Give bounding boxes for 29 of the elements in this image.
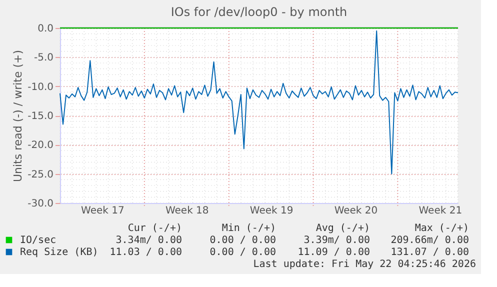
y-tick-label: -5.0 (34, 52, 54, 64)
x-tick-label: Week 20 (334, 206, 378, 216)
y-tick-label: -30.0 (28, 198, 54, 210)
text: 209.66m/ 0.00 (390, 235, 469, 246)
x-tick-label: Week 18 (165, 206, 209, 216)
y-tick-label: -20.0 (28, 140, 54, 152)
text: Max (-/+) (414, 223, 469, 234)
x-tick-label: Week 21 (418, 206, 462, 216)
legend-label: Req Size (KB) (20, 247, 98, 258)
y-tick-label: -25.0 (28, 169, 54, 180)
y-tick-label: 0.0 (38, 24, 54, 34)
legend-label: IO/sec (20, 235, 56, 246)
text: 11.09 / 0.00 (298, 247, 370, 258)
text: 3.34m/ 0.00 (116, 235, 182, 246)
y-tick-label: -15.0 (28, 111, 54, 122)
text: Min (-/+) (222, 223, 276, 234)
text: 0.00 / 0.00 (210, 235, 276, 246)
text: Last update: Fri May 22 04:25:46 2026 (253, 259, 476, 270)
text: Cur (-/+) (128, 223, 182, 234)
text: Avg (-/+) (316, 223, 370, 234)
chart-title: IOs for /dev/loop0 - by month (170, 5, 348, 19)
text: 3.39m/ 0.00 (304, 235, 370, 246)
text: 131.07 / 0.00 (390, 247, 469, 258)
x-tick-label: Week 19 (250, 206, 294, 216)
text: 11.03 / 0.00 (110, 247, 182, 258)
y-axis-title: Units read (-) / write (+) (12, 50, 25, 182)
y-tick-label: -10.0 (28, 82, 54, 93)
x-tick-label: Week 17 (81, 206, 124, 216)
text: 0.00 / 0.00 (210, 247, 276, 258)
